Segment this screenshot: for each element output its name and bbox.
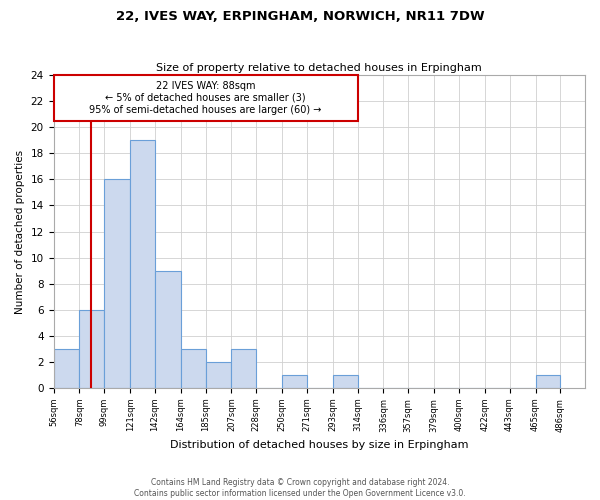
Bar xyxy=(206,362,232,388)
Bar xyxy=(53,349,79,388)
Bar xyxy=(79,310,104,388)
Bar xyxy=(53,75,358,121)
Title: Size of property relative to detached houses in Erpingham: Size of property relative to detached ho… xyxy=(157,63,482,73)
Bar xyxy=(333,375,358,388)
Bar xyxy=(181,349,206,388)
Text: Contains HM Land Registry data © Crown copyright and database right 2024.
Contai: Contains HM Land Registry data © Crown c… xyxy=(134,478,466,498)
Text: 22, IVES WAY, ERPINGHAM, NORWICH, NR11 7DW: 22, IVES WAY, ERPINGHAM, NORWICH, NR11 7… xyxy=(116,10,484,23)
Bar xyxy=(282,375,307,388)
Bar xyxy=(104,180,130,388)
X-axis label: Distribution of detached houses by size in Erpingham: Distribution of detached houses by size … xyxy=(170,440,469,450)
Text: 22 IVES WAY: 88sqm
← 5% of detached houses are smaller (3)
95% of semi-detached : 22 IVES WAY: 88sqm ← 5% of detached hous… xyxy=(89,82,322,114)
Bar xyxy=(536,375,560,388)
Bar xyxy=(155,270,181,388)
Y-axis label: Number of detached properties: Number of detached properties xyxy=(15,150,25,314)
Bar xyxy=(130,140,155,388)
Bar xyxy=(232,349,256,388)
